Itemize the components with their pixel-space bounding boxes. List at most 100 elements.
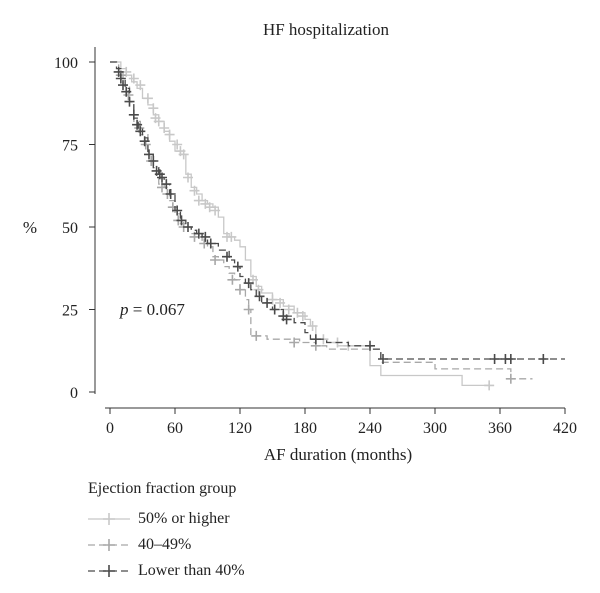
censor-mark bbox=[132, 119, 143, 130]
censor-mark bbox=[178, 149, 189, 160]
censor-mark bbox=[210, 255, 221, 265]
censor-mark bbox=[505, 354, 516, 364]
legend-item: 40–49% bbox=[88, 532, 245, 558]
series-2 bbox=[110, 61, 533, 384]
censor-mark bbox=[267, 294, 278, 305]
censor-mark bbox=[128, 73, 139, 84]
series-layer bbox=[110, 61, 565, 391]
y-tick-label: 25 bbox=[62, 303, 78, 320]
censor-mark bbox=[226, 231, 237, 242]
censor-mark bbox=[135, 126, 146, 137]
x-tick-label: 180 bbox=[293, 420, 317, 437]
censor-mark bbox=[538, 354, 549, 364]
legend-items: 50% or higher 40–49% Lower than 40% bbox=[88, 506, 245, 584]
censor-mark bbox=[227, 274, 238, 285]
censor-mark bbox=[235, 284, 245, 295]
y-tick-label: 75 bbox=[62, 138, 78, 155]
censor-mark bbox=[148, 103, 159, 114]
x-axis-label: AF duration (months) bbox=[264, 445, 412, 464]
censor-mark bbox=[269, 304, 280, 315]
censor-mark bbox=[113, 66, 124, 77]
censor-mark bbox=[124, 96, 135, 107]
censor-mark bbox=[135, 80, 146, 91]
censor-mark bbox=[118, 80, 128, 91]
legend-swatch bbox=[88, 539, 130, 551]
series-3 bbox=[110, 61, 565, 364]
censor-mark bbox=[161, 179, 172, 190]
y-tick-label: 50 bbox=[62, 220, 78, 237]
legend: Ejection fraction group 50% or higher 40–… bbox=[88, 480, 245, 584]
p-value-text: = 0.067 bbox=[128, 300, 185, 319]
censor-mark bbox=[310, 334, 321, 345]
censor-mark bbox=[484, 380, 495, 391]
y-axis-label: % bbox=[23, 218, 37, 237]
censor-mark bbox=[505, 373, 516, 384]
censor-mark bbox=[205, 238, 216, 249]
censor-mark bbox=[115, 73, 126, 84]
censor-mark bbox=[176, 215, 187, 226]
censor-mark bbox=[210, 205, 221, 216]
x-tick-label: 60 bbox=[167, 420, 183, 437]
legend-swatch bbox=[88, 513, 130, 525]
censor-mark bbox=[283, 304, 294, 315]
censor-mark bbox=[489, 354, 500, 364]
censor-mark bbox=[297, 311, 308, 322]
legend-label: Lower than 40% bbox=[138, 562, 245, 579]
censor-mark bbox=[157, 172, 167, 183]
censor-mark bbox=[365, 340, 375, 351]
censor-mark bbox=[193, 228, 204, 239]
censor-mark bbox=[193, 195, 204, 206]
legend-label: 40–49% bbox=[138, 536, 192, 553]
series-1 bbox=[110, 61, 495, 391]
censor-mark bbox=[232, 261, 243, 272]
x-tick-label: 240 bbox=[358, 420, 382, 437]
axes: 0 25 50 75 100 0 60 120 180 240 300 360 420 bbox=[54, 47, 577, 437]
censor-mark bbox=[139, 136, 150, 147]
legend-title: Ejection fraction group bbox=[88, 480, 237, 497]
legend-label: 50% or higher bbox=[138, 510, 230, 527]
censor-mark bbox=[289, 337, 300, 348]
censor-mark bbox=[251, 330, 262, 341]
censor-mark bbox=[183, 222, 193, 232]
legend-item: 50% or higher bbox=[88, 506, 245, 532]
legend-item: Lower than 40% bbox=[88, 558, 245, 584]
survival-curve bbox=[110, 61, 490, 387]
censor-mark bbox=[128, 109, 139, 120]
censor-mark bbox=[189, 185, 200, 196]
censor-mark bbox=[378, 354, 388, 364]
censor-mark bbox=[165, 189, 176, 199]
censor-mark bbox=[307, 321, 318, 331]
censor-mark bbox=[183, 172, 193, 183]
p-value-annotation: p = 0.067 bbox=[120, 300, 185, 320]
censor-mark bbox=[153, 116, 164, 127]
censor-mark bbox=[142, 93, 153, 104]
censor-mark bbox=[164, 129, 175, 140]
censor-mark bbox=[292, 307, 303, 318]
x-tick-label: 300 bbox=[423, 420, 447, 437]
censor-mark bbox=[243, 278, 254, 289]
censor-mark bbox=[172, 205, 183, 216]
censor-mark bbox=[172, 139, 183, 150]
x-tick-label: 0 bbox=[106, 420, 114, 437]
legend-swatch bbox=[88, 565, 130, 577]
censor-mark bbox=[204, 202, 215, 213]
chart-title: HF hospitalization bbox=[263, 20, 390, 39]
x-tick-label: 120 bbox=[228, 420, 252, 437]
censor-mark bbox=[159, 123, 170, 133]
censor-mark bbox=[222, 251, 232, 262]
censor-mark bbox=[254, 291, 265, 302]
censor-mark bbox=[148, 156, 159, 166]
p-value-symbol: p bbox=[120, 300, 129, 319]
censor-mark bbox=[281, 314, 292, 325]
censor-mark bbox=[275, 297, 286, 308]
y-tick-label: 100 bbox=[54, 55, 78, 72]
x-tick-label: 420 bbox=[553, 420, 577, 437]
censor-mark bbox=[121, 86, 132, 97]
censor-mark bbox=[253, 284, 264, 295]
censor-mark bbox=[144, 149, 154, 160]
x-tick-label: 360 bbox=[488, 420, 512, 437]
y-tick-label: 0 bbox=[70, 385, 78, 402]
censor-mark bbox=[243, 304, 254, 315]
censor-mark bbox=[200, 231, 211, 242]
